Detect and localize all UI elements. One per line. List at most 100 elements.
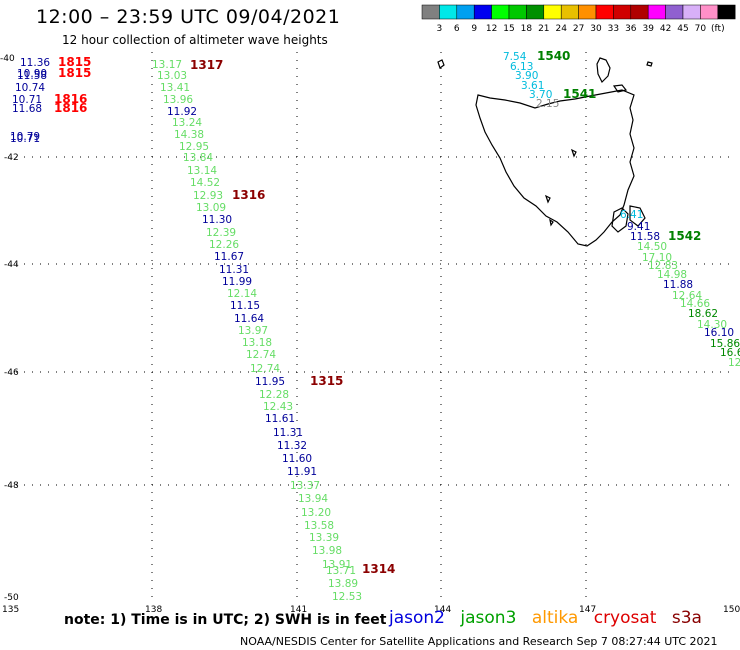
wave-height-value: 13.41 — [160, 82, 190, 94]
cape-barren-island — [612, 84, 628, 93]
wave-height-value: 11.64 — [234, 313, 264, 325]
wave-height-value: 17.10 — [642, 252, 672, 264]
island-small — [544, 194, 551, 204]
wave-height-value: 10.71 — [12, 94, 42, 106]
colorbar-swatch — [473, 4, 492, 20]
pass-label: 1316 — [232, 188, 265, 202]
island-small — [646, 61, 653, 67]
colorbar-swatch — [456, 4, 475, 20]
legend-jason2: jason2 — [389, 608, 445, 628]
tasman-peninsula — [629, 205, 646, 227]
colorbar-swatch — [700, 4, 719, 20]
wave-height-value: 13.84 — [183, 152, 213, 164]
flinders-island — [596, 57, 611, 84]
colorbar-label: 39 — [642, 24, 654, 34]
wave-height-value: 11.31 — [273, 427, 303, 439]
wave-height-value: 13.09 — [196, 202, 226, 214]
wave-height-value: 10.90 — [17, 68, 47, 80]
wave-height-value: 11.88 — [663, 279, 693, 291]
colorbar-swatch — [613, 4, 632, 20]
wave-height-value: 12.28 — [259, 389, 289, 401]
lat-label: -42 — [4, 153, 19, 163]
colorbar-swatch — [491, 4, 510, 20]
wave-height-value: 12.95 — [179, 141, 209, 153]
island-small — [549, 218, 554, 227]
wave-height-value: 13.17 — [152, 59, 182, 71]
wave-height-value: 11.92 — [167, 106, 197, 118]
wave-height-value: 13.18 — [242, 337, 272, 349]
wave-height-value: 11.99 — [222, 276, 252, 288]
lat-label: -48 — [4, 481, 19, 491]
tasmania-coast — [475, 89, 635, 247]
graticule — [8, 52, 735, 598]
wave-height-value: 18.62 — [688, 308, 718, 320]
legend-altika: altika — [531, 608, 579, 628]
lon-label: 135 — [2, 605, 19, 615]
wave-height-value: 14.52 — [190, 177, 220, 189]
wave-height-value: 14.50 — [637, 241, 667, 253]
pass-label: 1315 — [310, 374, 343, 388]
wave-height-value: 16.10 — [704, 327, 734, 339]
colorbar-swatch — [439, 4, 458, 20]
wave-height-value: 11.58 — [630, 231, 660, 243]
wave-height-value: 13.20 — [301, 507, 331, 519]
wave-height-value: 2.15 — [536, 98, 559, 110]
pass-label: 1542 — [668, 229, 701, 243]
colorbar-label: 9 — [471, 24, 477, 34]
colorbar-label: 12 — [486, 24, 497, 34]
colorbar-swatch — [595, 4, 614, 20]
wave-height-value: 6.13 — [510, 61, 533, 73]
colorbar-label: 24 — [555, 24, 567, 34]
legend-cryosat: cryosat — [593, 608, 657, 628]
lon-label: 141 — [290, 605, 307, 615]
wave-height-value: 13.58 — [304, 520, 334, 532]
wave-height-value: 13.89 — [328, 578, 358, 590]
map-title: 12:00 – 23:59 UTC 09/04/2021 — [36, 6, 341, 28]
wave-height-value: 12.74 — [250, 363, 280, 375]
wave-height-value: 11.68 — [12, 103, 42, 115]
wave-height-value: 7.54 — [503, 51, 527, 63]
wave-height-value: 3.90 — [515, 70, 538, 82]
colorbar-swatch — [647, 4, 666, 20]
colorbar-label: (ft) — [711, 24, 725, 34]
pass-label: 1816 — [54, 101, 87, 115]
wave-height-value: 10.71 — [10, 133, 40, 145]
colorbar-label: 15 — [503, 24, 514, 34]
lon-label: 150 — [723, 605, 740, 615]
wave-height-value: 11.61 — [265, 413, 295, 425]
colorbar-swatch — [560, 4, 579, 20]
colorbar-swatch — [630, 4, 649, 20]
wave-height-value: 3.61 — [521, 80, 544, 92]
wave-height-value: 13.24 — [172, 117, 202, 129]
wave-height-value: 11.58 — [17, 70, 47, 82]
lat-label: -40 — [0, 54, 15, 64]
coastline — [437, 57, 653, 247]
colorbar-swatch — [543, 4, 562, 20]
colorbar-label: 27 — [573, 24, 584, 34]
wave-height-value: 12.74 — [246, 349, 276, 361]
wave-height-value: 12.26 — [209, 239, 239, 251]
wave-height-value: 14.98 — [657, 269, 687, 281]
colorbar-label: 45 — [677, 24, 688, 34]
wave-height-value: 10.79 — [10, 131, 40, 143]
wave-height-value: 11.36 — [20, 57, 50, 69]
wave-height-value: 11.31 — [219, 264, 249, 276]
wave-height-value: 15.86 — [710, 338, 740, 350]
colorbar-label: 21 — [538, 24, 549, 34]
wave-height-value: 14.66 — [680, 298, 710, 310]
pass-label: 1317 — [190, 58, 223, 72]
wave-height-value: 11.30 — [202, 214, 232, 226]
wave-height-value: 12.43 — [263, 401, 293, 413]
colorbar-label: 3 — [437, 24, 443, 34]
lon-label: 147 — [579, 605, 596, 615]
colorbar-label: 30 — [590, 24, 602, 34]
wave-height-value: 13.39 — [309, 532, 339, 544]
wave-height-value: 9.41 — [627, 221, 650, 233]
wave-height-value: 10.74 — [15, 82, 45, 94]
wave-height-value: 13.94 — [298, 493, 328, 505]
colorbar-label: 33 — [608, 24, 619, 34]
wave-height-value: 13.03 — [157, 70, 187, 82]
wave-height-value: 6.41 — [620, 209, 643, 221]
pass-label: 1816 — [54, 92, 87, 106]
